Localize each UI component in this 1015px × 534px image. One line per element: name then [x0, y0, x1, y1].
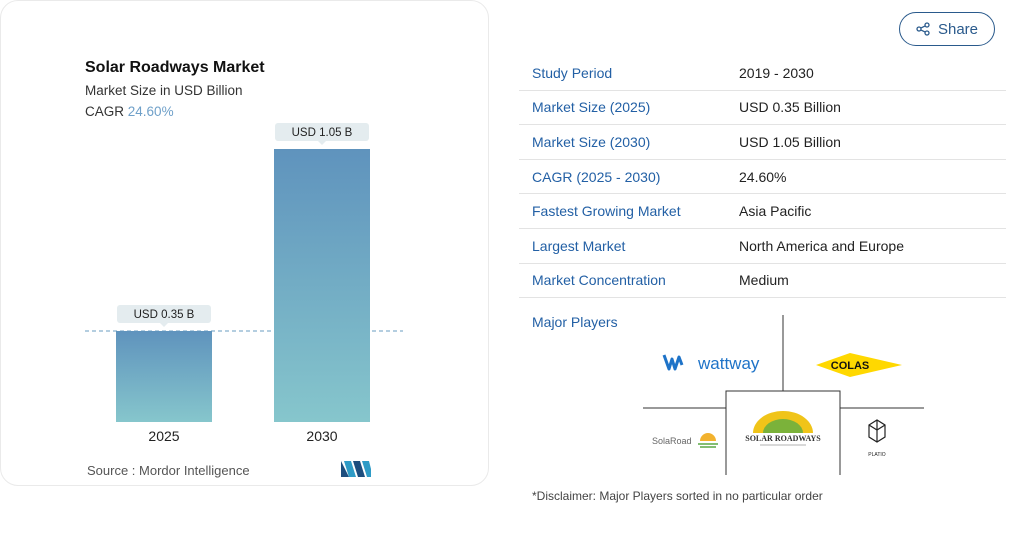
mordor-intelligence-logo [341, 461, 371, 477]
solar-roadways-logo-text: SOLAR ROADWAYS [745, 434, 821, 443]
cagr-label: CAGR [85, 104, 125, 119]
bar-2025 [116, 331, 212, 422]
bar-chart: USD 0.35 B 2025 USD 1.05 B 2030 [85, 123, 403, 444]
chart-card: USD 0.35 B 2025 USD 1.05 B 2030 Solar Roadw… [0, 0, 489, 486]
platio-logo-text: PLATIO [868, 452, 886, 458]
share-button[interactable]: Share [899, 12, 995, 46]
row-key: Largest Market [532, 237, 626, 254]
solaroad-logo-text: SolaRoad [652, 436, 692, 446]
row-value: 2019 - 2030 [739, 64, 814, 81]
table-row: Fastest Growing Market Asia Pacific [519, 194, 1006, 229]
cagr-value: 24.60% [127, 104, 174, 119]
row-key: Market Size (2025) [532, 99, 651, 116]
data-label-pill [275, 123, 369, 141]
row-value: Medium [739, 272, 789, 289]
row-key: Market Concentration [532, 272, 666, 289]
wattway-logo-text: wattway [697, 354, 760, 373]
logo-center-box [725, 390, 841, 475]
major-players-logos: wattway COLAS SolaRoad SOLAR ROADWAYS PL… [643, 315, 924, 475]
data-label-pointer [318, 141, 326, 145]
row-key: Fastest Growing Market [532, 203, 681, 220]
x-tick-label: 2030 [306, 428, 337, 444]
chart-cagr: CAGR 24.60% [85, 104, 174, 119]
chart-title: Solar Roadways Market [85, 59, 265, 76]
table-row: CAGR (2025 - 2030) 24.60% [519, 160, 1006, 195]
row-value: North America and Europe [739, 237, 904, 254]
table-row: Market Size (2025) USD 0.35 Billion [519, 91, 1006, 126]
share-label: Share [937, 20, 979, 38]
chart-source: Source : Mordor Intelligence [87, 463, 250, 478]
share-icon [916, 22, 930, 36]
data-label: USD 0.35 B [134, 309, 195, 321]
row-key: Market Size (2030) [532, 133, 651, 150]
colas-logo: COLAS [816, 353, 902, 377]
disclaimer: *Disclaimer: Major Players sorted in no … [532, 489, 823, 503]
chart-subtitle: Market Size in USD Billion [85, 83, 243, 98]
row-value: Asia Pacific [739, 203, 812, 220]
x-tick-label: 2025 [148, 428, 179, 444]
data-label-pill [117, 305, 211, 323]
table-row: Study Period 2019 - 2030 [519, 56, 1006, 91]
colas-logo-text: COLAS [831, 360, 870, 372]
table-row: Market Concentration Medium [519, 264, 1006, 299]
bar-2030 [274, 149, 370, 422]
data-label-pointer [160, 323, 168, 327]
data-label: USD 1.05 B [292, 127, 353, 139]
row-value: USD 1.05 Billion [739, 133, 841, 150]
solar-roadways-logo: SOLAR ROADWAYS [745, 411, 821, 446]
wattway-logo: wattway [662, 354, 760, 373]
market-info-table: Study Period 2019 - 2030 Market Size (202… [519, 56, 1006, 299]
row-key: CAGR (2025 - 2030) [532, 168, 661, 185]
table-row: Market Size (2030) USD 1.05 Billion [519, 125, 1006, 160]
major-players-label: Major Players [532, 314, 618, 330]
solaroad-logo: SolaRoad [652, 433, 718, 450]
row-value: USD 0.35 Billion [739, 99, 841, 116]
platio-logo: PLATIO [868, 419, 886, 458]
table-row: Largest Market North America and Europe [519, 229, 1006, 264]
row-value: 24.60% [739, 168, 787, 185]
row-key: Study Period [532, 64, 613, 81]
